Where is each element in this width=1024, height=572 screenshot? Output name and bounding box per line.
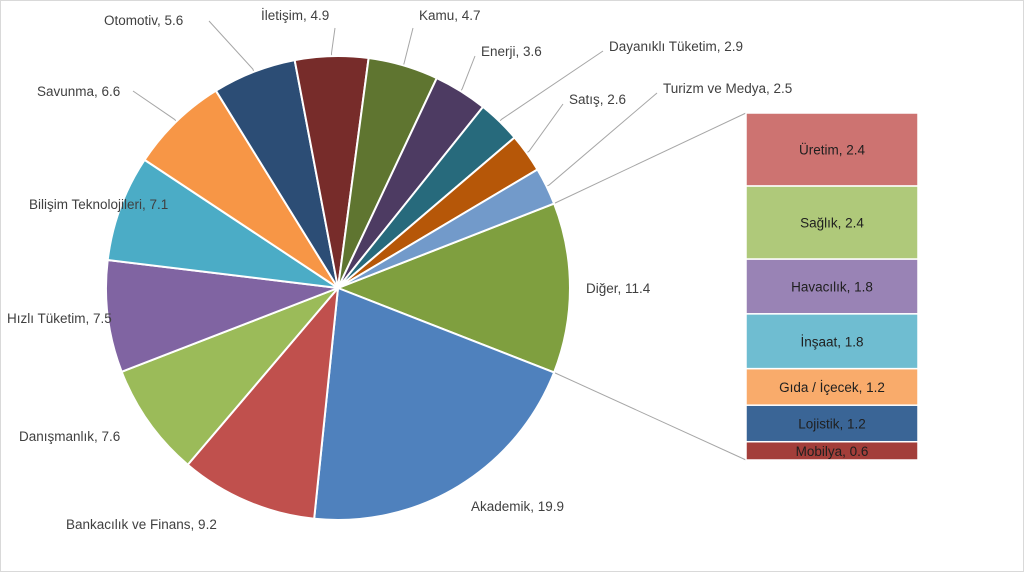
slice-label-diger: Diğer, 11.4 — [586, 281, 651, 296]
bar-label-mobilya: Mobilya, 0.6 — [796, 444, 869, 459]
connector-line-top — [554, 113, 746, 204]
bar-label-lojistik: Lojistik, 1.2 — [798, 417, 866, 432]
slice-label-savunma: Savunma, 6.6 — [37, 84, 120, 99]
slice-label-akademik: Akademik, 19.9 — [471, 499, 564, 514]
bar-label-i-nsaat: İnşaat, 1.8 — [800, 334, 863, 349]
bar-label-saglik: Sağlık, 2.4 — [800, 216, 864, 231]
connector-line-bottom — [554, 373, 746, 461]
leader-line-turizm-ve-medya — [536, 93, 657, 191]
bar-label-uretim: Üretim, 2.4 — [799, 143, 866, 158]
slice-label-bankacilik-ve-finans: Bankacılık ve Finans, 9.2 — [66, 517, 217, 532]
slice-label-dayanikli-tuketim: Dayanıklı Tüketim, 2.9 — [609, 39, 743, 54]
bar-label-havacilik: Havacılık, 1.8 — [791, 280, 873, 295]
slice-label-turizm-ve-medya: Turizm ve Medya, 2.5 — [663, 81, 792, 96]
slice-label-danismanlik: Danışmanlık, 7.6 — [19, 429, 120, 444]
bar-label-gida-i-cecek: Gıda / İçecek, 1.2 — [779, 380, 885, 395]
slice-label-enerji: Enerji, 3.6 — [481, 44, 542, 59]
slice-label-i-letisim: İletişim, 4.9 — [261, 8, 329, 23]
slice-label-hizli-tuketim: Hızlı Tüketim, 7.5 — [7, 311, 112, 326]
slice-label-kamu: Kamu, 4.7 — [419, 8, 481, 23]
slice-label-bilisim-teknolojileri: Bilişim Teknolojileri, 7.1 — [29, 197, 168, 212]
slice-label-satis: Satış, 2.6 — [569, 92, 626, 107]
slice-label-otomotiv: Otomotiv, 5.6 — [104, 13, 183, 28]
leader-line-dayanikli-tuketim — [491, 51, 603, 130]
